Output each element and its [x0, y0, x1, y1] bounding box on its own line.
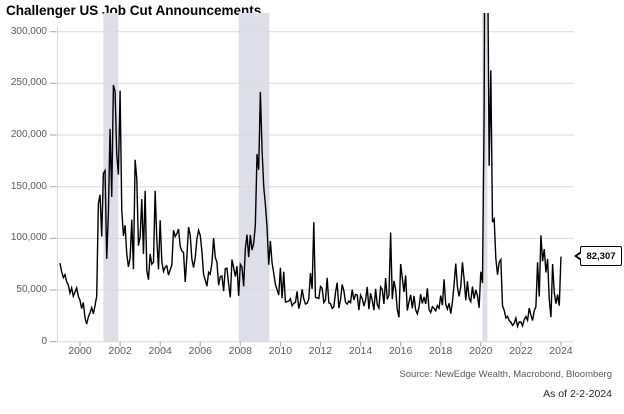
x-axis-tick-label: 2014	[348, 345, 373, 357]
x-axis-tick-label: 2024	[549, 345, 573, 357]
x-axis-tick-label: 2022	[509, 345, 533, 357]
last-value-label: 82,307	[586, 250, 616, 262]
x-axis-tick-label: 2012	[308, 345, 333, 357]
x-axis-tick-label: 2020	[469, 345, 493, 357]
x-axis-tick-label: 2008	[228, 345, 252, 357]
x-axis-tick-label: 2016	[388, 345, 413, 357]
y-axis-tick-label: 50,000	[16, 284, 47, 296]
source-text: Source: NewEdge Wealth, Macrobond, Bloom…	[399, 369, 612, 380]
y-axis-tick-label: 250,000	[10, 77, 47, 89]
x-axis-tick-label: 2000	[68, 345, 92, 357]
y-axis-tick-label: 0	[41, 335, 47, 347]
last-value-callout: 82,307	[574, 246, 622, 267]
as-of-date: As of 2-2-2024	[543, 388, 612, 400]
recession-band	[238, 13, 270, 342]
recession-band	[482, 13, 488, 342]
x-axis-tick-label: 2006	[188, 345, 212, 357]
x-axis-tick-label: 2010	[268, 345, 293, 357]
y-axis-tick-label: 150,000	[10, 180, 47, 192]
x-axis-tick-label: 2002	[108, 345, 132, 357]
data-line	[59, 13, 562, 329]
x-axis-tick-label: 2018	[429, 345, 453, 357]
y-axis-tick-label: 300,000	[10, 25, 47, 37]
chart-title: Challenger US Job Cut Announcements	[6, 3, 262, 18]
y-axis-tick-label: 100,000	[10, 232, 47, 244]
y-axis-tick-label: 200,000	[10, 129, 47, 141]
x-axis-tick-label: 2004	[148, 345, 172, 357]
